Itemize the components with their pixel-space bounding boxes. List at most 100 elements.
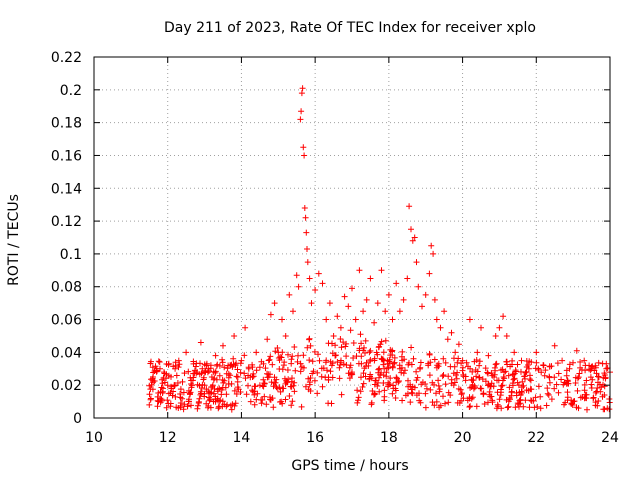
roti-band-point xyxy=(176,361,183,368)
y-tick-label: 0.02 xyxy=(51,378,82,394)
roti-band-point xyxy=(372,391,379,398)
roti-point xyxy=(478,324,484,331)
roti-band-point xyxy=(315,351,321,358)
roti-band-point xyxy=(482,365,489,372)
roti-point xyxy=(249,374,256,380)
roti-band-point xyxy=(217,397,224,404)
roti-band-point xyxy=(526,358,533,365)
roti-band-point xyxy=(324,367,330,374)
roti-point xyxy=(437,324,444,331)
roti-band-point xyxy=(309,370,316,377)
roti-band-point xyxy=(359,384,366,390)
roti-band-point xyxy=(354,399,361,406)
roti-band-point xyxy=(419,379,426,386)
roti-point xyxy=(256,382,263,389)
roti-band-point xyxy=(233,373,240,380)
roti-band-point xyxy=(241,352,248,359)
roti-band-point xyxy=(147,360,154,367)
roti-point xyxy=(334,313,341,320)
roti-band-point xyxy=(371,390,378,397)
roti-point xyxy=(459,357,466,364)
roti-band-point xyxy=(214,361,221,368)
roti-band-point xyxy=(431,356,438,363)
roti-point xyxy=(525,365,532,372)
roti-band-point xyxy=(445,373,452,380)
roti-band-point xyxy=(358,340,365,347)
roti-band-point xyxy=(286,393,293,399)
data-points xyxy=(146,85,613,413)
roti-band-point xyxy=(505,372,512,379)
roti-band-point xyxy=(499,377,506,384)
roti-band-point xyxy=(463,359,470,366)
roti-band-point xyxy=(519,378,526,385)
roti-band-point xyxy=(590,394,597,401)
roti-band-point xyxy=(551,374,558,381)
roti-point xyxy=(312,287,319,293)
roti-band-point xyxy=(593,388,600,395)
roti-band-point xyxy=(228,380,235,387)
roti-band-point xyxy=(173,372,180,379)
roti-band-point xyxy=(241,370,248,377)
roti-point xyxy=(411,234,418,241)
roti-band-point xyxy=(604,405,611,412)
roti-band-point xyxy=(306,357,313,364)
roti-band-point xyxy=(304,344,311,351)
roti-band-point xyxy=(511,370,518,377)
x-tick-label: 18 xyxy=(380,430,398,446)
roti-band-point xyxy=(588,385,595,391)
roti-point xyxy=(264,336,271,343)
roti-point xyxy=(183,349,190,356)
roti-band-point xyxy=(485,399,491,406)
roti-band-point xyxy=(545,392,552,398)
roti-point xyxy=(400,296,407,303)
roti-point xyxy=(175,357,182,364)
chart-title: Day 211 of 2023, Rate Of TEC Index for r… xyxy=(164,20,536,36)
roti-band-point xyxy=(427,386,434,393)
roti-point xyxy=(485,352,492,359)
roti-band-point xyxy=(247,398,254,405)
roti-band-point xyxy=(497,386,504,393)
roti-band-point xyxy=(534,403,541,410)
roti-band-point xyxy=(165,400,172,407)
roti-point xyxy=(326,300,333,307)
roti-band-point xyxy=(270,383,277,390)
roti-band-point xyxy=(411,384,418,391)
roti-band-point xyxy=(589,376,596,383)
roti-band-point xyxy=(440,355,447,362)
roti-band-point xyxy=(491,371,498,378)
roti-band-point xyxy=(450,370,457,377)
roti-band-point xyxy=(479,376,486,383)
roti-point xyxy=(304,259,311,266)
roti-band-point xyxy=(439,373,446,380)
roti-point xyxy=(367,275,374,282)
roti-band-point xyxy=(365,362,372,369)
roti-band-point xyxy=(292,367,299,374)
roti-band-point xyxy=(551,385,558,392)
y-tick-label: 0.12 xyxy=(51,214,82,230)
roti-band-point xyxy=(383,369,390,376)
roti-band-point xyxy=(265,357,272,364)
roti-band-point xyxy=(272,348,279,355)
roti-band-point xyxy=(496,396,503,403)
roti-band-point xyxy=(154,403,161,410)
roti-band-point xyxy=(242,375,249,382)
roti-band-point xyxy=(237,360,244,367)
roti-band-point xyxy=(448,376,455,383)
roti-band-point xyxy=(510,376,517,383)
roti-point xyxy=(345,303,352,310)
roti-band-point xyxy=(367,358,373,365)
roti-band-point xyxy=(205,403,212,409)
roti-band-point xyxy=(546,379,553,386)
roti-band-point xyxy=(253,396,260,403)
roti-band-point xyxy=(457,386,464,393)
roti-band-point xyxy=(376,365,383,372)
roti-point xyxy=(295,283,302,290)
roti-point xyxy=(245,365,252,372)
y-axis-label: ROTI / TECUs xyxy=(6,194,22,286)
roti-band-point xyxy=(149,364,156,371)
roti-band-point xyxy=(163,404,170,411)
roti-point xyxy=(330,333,337,339)
roti-band-point xyxy=(599,360,606,367)
roti-point xyxy=(227,362,234,369)
x-tick-label: 22 xyxy=(527,430,545,446)
